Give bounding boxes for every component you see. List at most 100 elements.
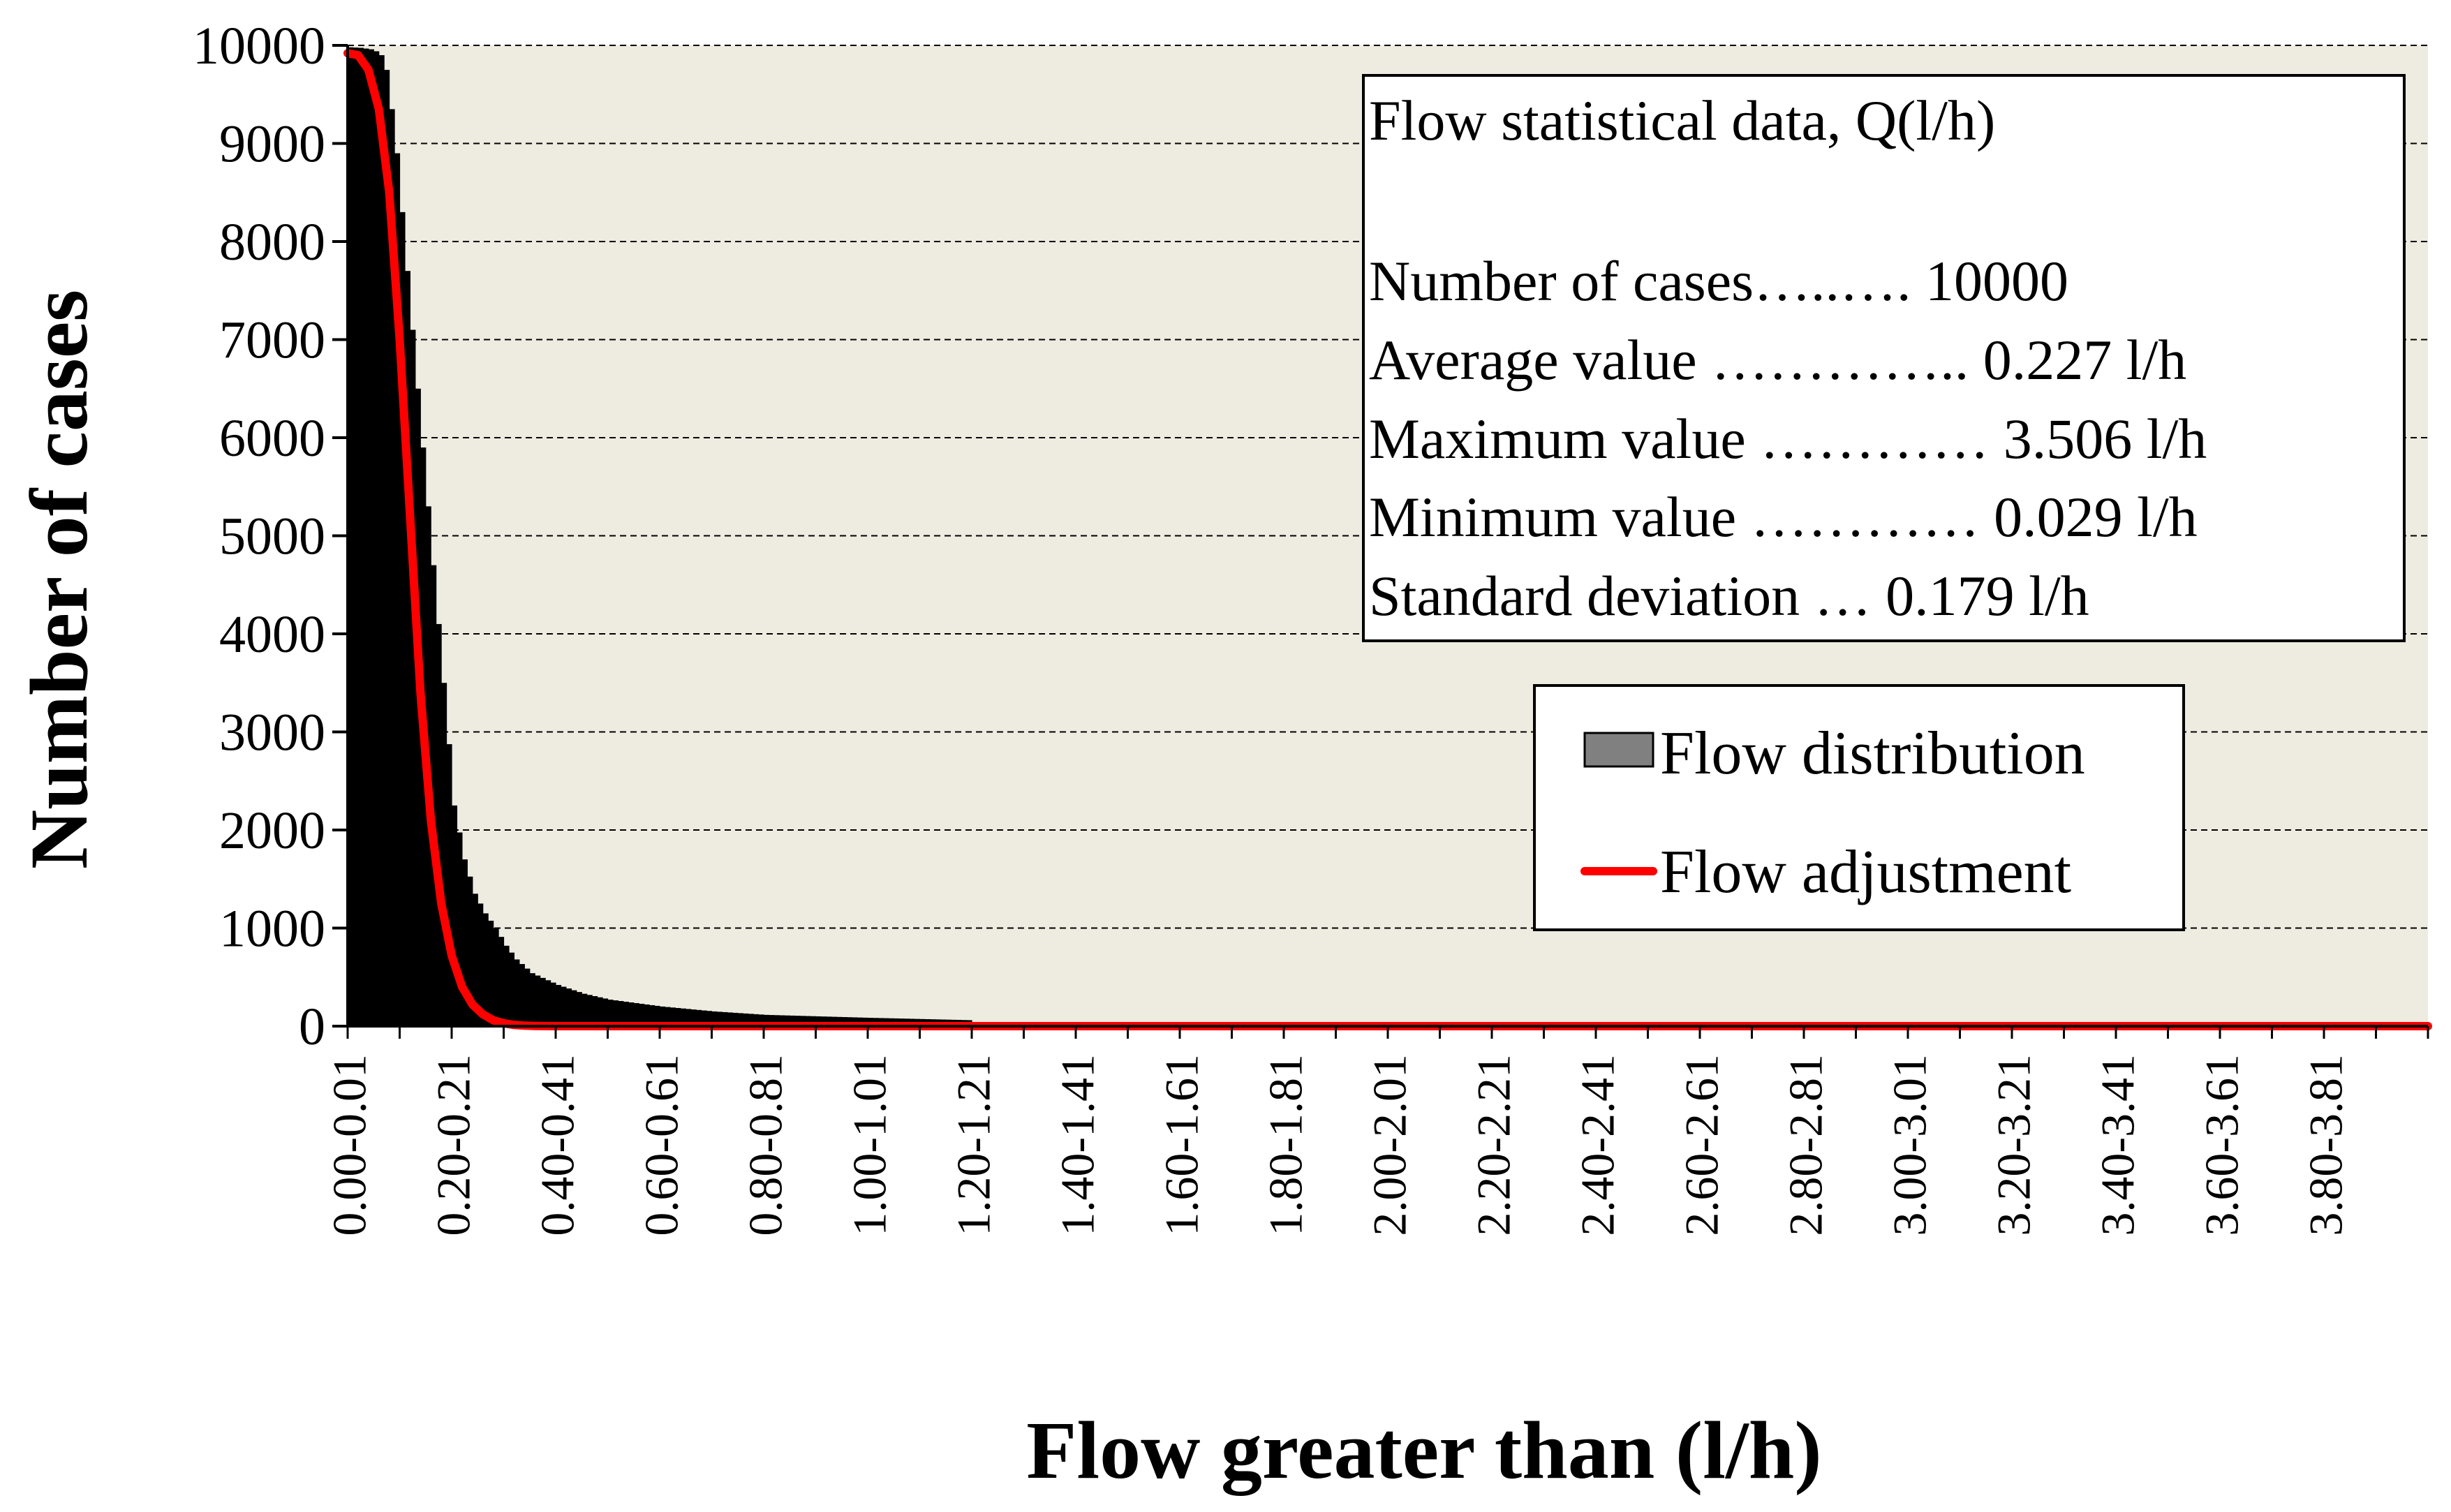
bar — [353, 47, 359, 1026]
x-tick-label: 0.40-0.41 — [531, 1054, 584, 1236]
bar — [602, 998, 609, 1026]
bar — [628, 1002, 635, 1026]
bar — [862, 1017, 868, 1026]
bar — [431, 565, 437, 1026]
bar — [753, 1014, 760, 1026]
bar — [586, 995, 593, 1026]
bar — [841, 1017, 847, 1026]
x-axis-title: Flow greater than (l/h) — [1026, 1404, 1821, 1496]
x-tick-label: 2.40-2.41 — [1571, 1054, 1624, 1236]
bar — [784, 1015, 790, 1026]
bar — [857, 1017, 864, 1026]
bar — [758, 1014, 764, 1026]
stats-box: Flow statistical data, Q(l/h) Number of … — [1362, 74, 2406, 642]
x-tick-label: 1.40-1.41 — [1051, 1054, 1104, 1236]
bar — [836, 1016, 843, 1026]
bar — [582, 993, 588, 1026]
bar — [847, 1017, 853, 1026]
bar — [737, 1013, 743, 1026]
y-tick-label: 7000 — [219, 311, 325, 370]
bar — [561, 986, 567, 1026]
bar — [654, 1005, 660, 1026]
bar — [482, 913, 489, 1026]
x-tick-label: 3.60-3.61 — [2195, 1054, 2249, 1236]
x-tick-label: 2.00-2.01 — [1363, 1054, 1416, 1236]
y-tick-label: 3000 — [219, 704, 325, 762]
bar — [498, 937, 505, 1026]
x-tick-label: 3.20-3.21 — [1987, 1054, 2041, 1236]
x-tick-label: 3.80-3.81 — [2300, 1054, 2353, 1236]
x-tick-label: 1.00-1.01 — [843, 1054, 896, 1236]
bar — [441, 683, 447, 1026]
bar — [790, 1015, 796, 1026]
bar — [669, 1007, 676, 1026]
bar — [820, 1016, 827, 1026]
x-tick-label: 2.20-2.21 — [1467, 1054, 1520, 1236]
bar — [665, 1007, 671, 1026]
bar — [826, 1016, 832, 1026]
bar — [831, 1016, 837, 1026]
bar — [399, 212, 406, 1027]
bar — [348, 47, 354, 1026]
bar — [410, 329, 416, 1026]
bar — [550, 982, 556, 1026]
bar — [773, 1015, 780, 1026]
y-tick-labels: 0 1000 2000 3000 4000 5000 6000 7000 8000 9000 100… — [193, 17, 325, 1056]
bar — [748, 1014, 754, 1026]
stats-title: Flow statistical data, Q(l/h) — [1369, 89, 1995, 152]
bar — [686, 1009, 692, 1026]
stats-line: Maximum value ………… 3.506 l/h — [1369, 407, 2207, 470]
bar — [452, 805, 458, 1026]
bar — [680, 1008, 686, 1026]
bar — [597, 997, 603, 1026]
bar — [477, 903, 484, 1026]
bar — [612, 1000, 619, 1026]
bar — [644, 1004, 650, 1026]
bar — [363, 48, 369, 1026]
bar — [690, 1009, 697, 1026]
bar — [503, 945, 510, 1026]
y-tick-label: 2000 — [219, 801, 325, 860]
x-tick-label: 1.60-1.61 — [1155, 1054, 1208, 1236]
bar — [535, 975, 541, 1026]
y-tick-label: 8000 — [219, 213, 325, 272]
bar — [545, 980, 551, 1026]
x-tick-labels: 0.00-0.01 0.20-0.21 0.40-0.41 0.60-0.61 0.80… — [323, 1054, 2353, 1236]
bar — [508, 952, 514, 1026]
y-tick-label: 5000 — [219, 507, 325, 566]
bar — [633, 1002, 639, 1026]
bar — [649, 1005, 656, 1026]
bar — [716, 1011, 723, 1026]
bar — [727, 1012, 733, 1026]
bar — [800, 1016, 806, 1026]
bar — [607, 1000, 614, 1026]
bar — [493, 928, 499, 1026]
bar — [764, 1014, 770, 1026]
x-tick-label: 2.80-2.81 — [1779, 1054, 1832, 1236]
bar — [378, 55, 385, 1026]
bar — [565, 988, 572, 1026]
bar — [639, 1003, 645, 1026]
y-tick-label: 6000 — [219, 409, 325, 468]
bar — [389, 109, 395, 1027]
y-tick-label: 10000 — [193, 17, 325, 75]
bar — [623, 1002, 629, 1026]
x-tick-label: 0.60-0.61 — [635, 1054, 688, 1236]
bar — [779, 1015, 785, 1026]
y-tick-label: 0 — [299, 998, 325, 1056]
bar — [514, 959, 520, 1026]
legend-label-flow-adjustment: Flow adjustment — [1660, 838, 2071, 906]
x-tick-label: 3.40-3.41 — [2091, 1054, 2145, 1236]
x-tick-label: 1.80-1.81 — [1259, 1054, 1312, 1236]
bar — [472, 894, 478, 1026]
bar — [852, 1017, 858, 1026]
stats-line: Number of cases…..…. 10000 — [1369, 249, 2068, 313]
bar — [696, 1009, 702, 1026]
bar — [368, 49, 374, 1027]
bar — [810, 1016, 817, 1026]
legend-swatch-flow-distribution — [1583, 732, 1654, 768]
bar — [467, 876, 473, 1026]
x-tick-label: 0.00-0.01 — [323, 1054, 376, 1236]
bar — [556, 984, 562, 1026]
